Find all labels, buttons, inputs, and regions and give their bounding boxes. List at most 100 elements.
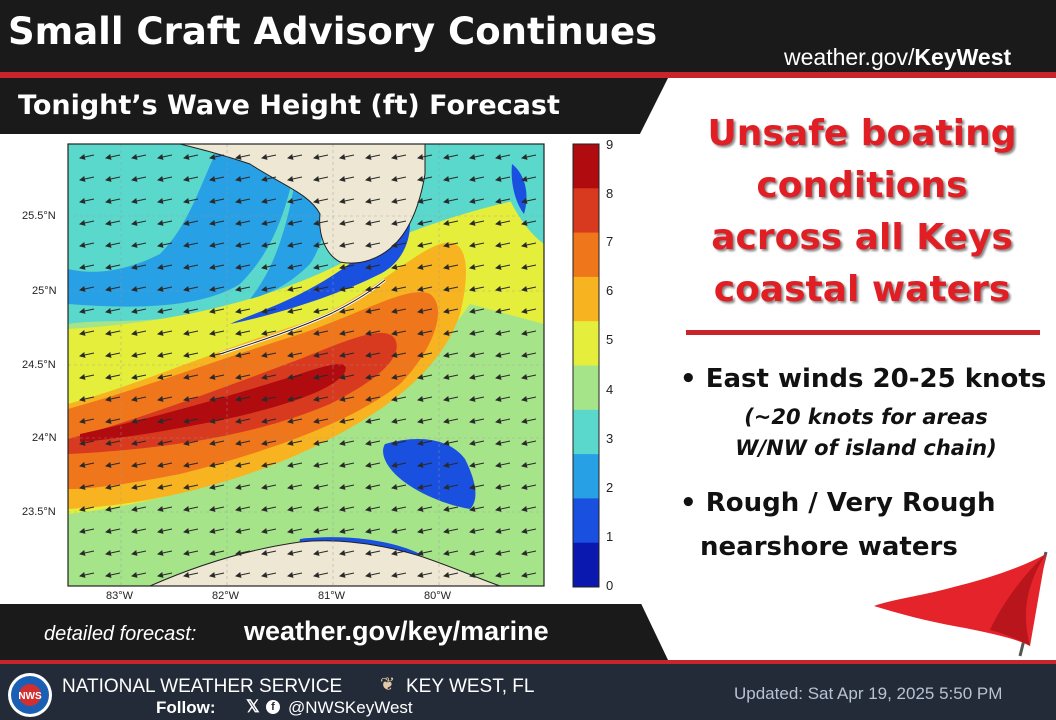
colorbar-segment [573,321,599,366]
wind-arrow [391,286,407,292]
wind-arrow [105,418,121,424]
wind-arrow [157,440,173,446]
wind-arrow [261,572,277,578]
wind-arrow [131,176,147,182]
wind-arrow [131,396,147,402]
wind-arrow [79,572,95,578]
wind-arrow [79,396,95,402]
wind-arrow [313,330,329,336]
facebook-icon[interactable]: f [266,700,280,714]
wind-arrow [235,308,251,314]
wind-arrow [339,506,355,512]
headline-line: conditions [756,165,968,206]
wind-arrow [521,484,537,490]
wind-arrow [131,374,147,380]
wind-arrow [287,396,303,402]
wind-arrow [131,198,147,204]
colorbar-tick: 2 [606,480,614,495]
wind-arrow [287,462,303,468]
wind-arrow [313,572,329,578]
wind-arrow [521,352,537,358]
wind-arrow [105,506,121,512]
wind-arrow [183,506,199,512]
wind-arrow [131,550,147,556]
header-site-link[interactable]: weather.gov/KeyWest [784,44,1011,71]
wind-arrow [105,154,121,160]
wind-arrow [183,242,199,248]
x-social-icon[interactable]: 𝕏 [246,697,260,716]
bullet-text: Rough / Very Rough [705,488,996,518]
wind-arrow [365,418,381,424]
wind-arrow [235,506,251,512]
wind-arrow [417,220,433,226]
wind-arrow [443,352,459,358]
wind-arrow [365,506,381,512]
wind-arrow [469,506,485,512]
wind-arrow [261,330,277,336]
wind-arrow [365,220,381,226]
wind-arrow [365,484,381,490]
wind-arrow [443,308,459,314]
wind-arrow [339,528,355,534]
wind-arrow [469,462,485,468]
wind-arrow [443,418,459,424]
wind-arrow [443,198,459,204]
forecast-link-label: detailed forecast: [44,623,197,645]
wind-arrow [391,308,407,314]
wind-arrow [469,396,485,402]
wind-arrow [157,506,173,512]
colorbar-segment [573,498,599,544]
wind-arrow [495,506,511,512]
wind-arrow [391,396,407,402]
wind-arrow [105,308,121,314]
wind-arrow [365,308,381,314]
wind-arrow [183,418,199,424]
nws-logo-icon[interactable]: NWS [4,672,56,718]
wind-arrow [365,198,381,204]
wind-arrow [417,198,433,204]
wind-arrow [235,418,251,424]
wind-arrow [521,264,537,270]
wind-arrow [365,176,381,182]
wind-arrow [313,462,329,468]
wind-arrow [287,418,303,424]
wind-arrow [417,528,433,534]
wind-arrow [183,264,199,270]
wind-arrow [209,440,225,446]
wind-arrow [339,330,355,336]
wind-arrow [417,176,433,182]
wind-arrow [105,352,121,358]
wind-arrow [391,198,407,204]
wind-arrow [261,418,277,424]
wind-arrow [495,242,511,248]
wind-arrow [79,462,95,468]
wind-arrow [131,572,147,578]
headline-line: Unsafe boating [707,113,1017,154]
wind-arrow [391,528,407,534]
wind-arrow [495,330,511,336]
wind-arrow [443,220,459,226]
wind-arrow [443,264,459,270]
wind-arrow [235,286,251,292]
wind-arrow [521,506,537,512]
wind-arrow [339,396,355,402]
wind-arrow [365,352,381,358]
wind-arrow [417,396,433,402]
wind-arrow [183,286,199,292]
wind-arrow [313,220,329,226]
wind-arrow [209,330,225,336]
wind-arrow [157,264,173,270]
wind-arrow [209,242,225,248]
wind-arrow [365,264,381,270]
social-handle[interactable]: @NWSKeyWest [288,698,413,717]
wind-arrow [183,352,199,358]
wind-arrow [235,198,251,204]
wind-arrow [339,220,355,226]
wind-arrow [235,550,251,556]
wind-arrow [183,176,199,182]
wind-arrow [235,242,251,248]
wind-arrow [261,550,277,556]
wind-arrow [495,484,511,490]
wind-arrow [157,286,173,292]
forecast-link[interactable]: weather.gov/key/marine [244,616,549,646]
